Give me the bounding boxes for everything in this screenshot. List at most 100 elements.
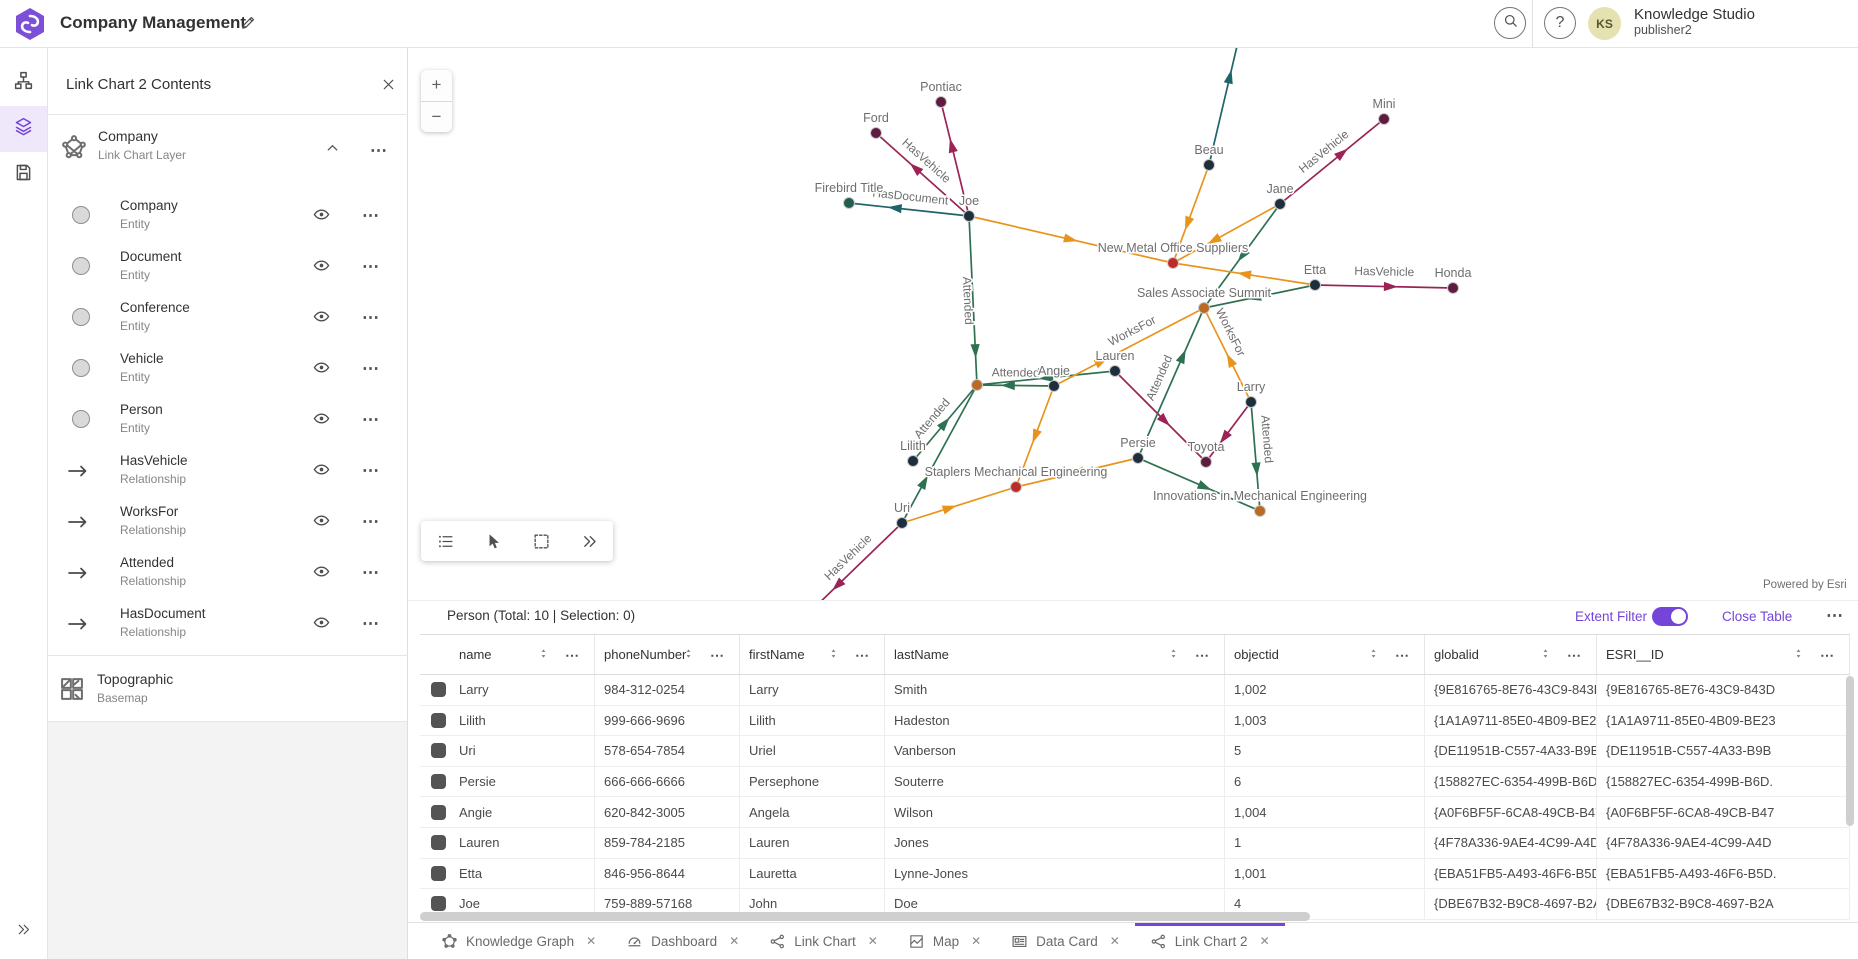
layer-item-conference[interactable]: Conference Entity ⋯ xyxy=(48,292,408,343)
graph-tool-chevrons-right-icon[interactable] xyxy=(572,524,606,558)
graph-node-toyota[interactable] xyxy=(1200,456,1212,468)
sort-icon[interactable] xyxy=(1539,647,1552,663)
item-menu-icon[interactable]: ⋯ xyxy=(362,614,380,633)
column-menu-icon[interactable]: ⋯ xyxy=(710,646,725,663)
rail-data-model-button[interactable] xyxy=(0,60,47,106)
layer-item-person[interactable]: Person Entity ⋯ xyxy=(48,394,408,445)
layer-item-hasdocument[interactable]: HasDocument Relationship ⋯ xyxy=(48,598,408,649)
column-header-name[interactable]: name ⋯ xyxy=(450,635,595,674)
visibility-eye-icon[interactable] xyxy=(312,256,331,280)
close-panel-icon[interactable] xyxy=(380,76,397,98)
row-checkbox[interactable] xyxy=(431,804,446,820)
extent-filter-toggle[interactable] xyxy=(1652,607,1688,626)
graph-node-persie[interactable] xyxy=(1132,452,1144,464)
visibility-eye-icon[interactable] xyxy=(312,358,331,382)
table-row-uri[interactable]: Uri 578-654-7854 Uriel Vanberson 5 {DE11951B-… xyxy=(420,736,1850,767)
table-row-joe[interactable]: Joe 759-889-57168 John Doe 4 {DBE67B32-B9C8-4… xyxy=(420,889,1850,920)
row-checkbox[interactable] xyxy=(431,896,446,912)
item-menu-icon[interactable]: ⋯ xyxy=(362,359,380,378)
graph-edge-WorksFor[interactable] xyxy=(1053,307,1205,387)
column-header-lastName[interactable]: lastName ⋯ xyxy=(885,635,1225,674)
graph-node-mini[interactable] xyxy=(1378,113,1390,125)
visibility-eye-icon[interactable] xyxy=(312,562,331,586)
graph-edge-HasVehicle[interactable] xyxy=(1205,401,1252,463)
graph-node-joe[interactable] xyxy=(963,210,975,222)
tab-link-chart-2[interactable]: Link Chart 2 ✕ xyxy=(1135,923,1285,959)
graph-edge-WorksFor[interactable] xyxy=(901,486,1017,524)
graph-edge-Attended[interactable] xyxy=(1250,401,1261,512)
table-row-lilith[interactable]: Lilith 999-666-9696 Lilith Hadeston 1,003 {1A… xyxy=(420,705,1850,737)
sort-icon[interactable] xyxy=(682,647,695,663)
table-row-larry[interactable]: Larry 984-312-0254 Larry Smith 1,002 {9E81676… xyxy=(420,675,1850,706)
graph-edge-Attended[interactable] xyxy=(1137,307,1205,459)
item-menu-icon[interactable]: ⋯ xyxy=(362,461,380,480)
table-row-persie[interactable]: Persie 666-666-6666 Persephone Souterre 6 {15… xyxy=(420,766,1850,798)
visibility-eye-icon[interactable] xyxy=(312,613,331,637)
graph-edge-HasDocument[interactable] xyxy=(848,202,970,217)
vertical-scrollbar[interactable] xyxy=(1846,676,1854,826)
graph-node-ford[interactable] xyxy=(870,127,882,139)
user-avatar[interactable]: KS xyxy=(1588,7,1621,40)
column-header-firstName[interactable]: firstName ⋯ xyxy=(740,635,885,674)
graph-node-larry[interactable] xyxy=(1245,396,1257,408)
graph-node-beau[interactable] xyxy=(1203,159,1215,171)
graph-node-sales-associate-summit[interactable] xyxy=(1198,302,1210,314)
tab-link-chart[interactable]: Link Chart ✕ xyxy=(754,923,893,959)
graph-tool-marquee-select-icon[interactable] xyxy=(524,524,558,558)
tab-data-card[interactable]: Data Card ✕ xyxy=(996,923,1135,959)
column-menu-icon[interactable]: ⋯ xyxy=(1395,646,1410,663)
table-row-angie[interactable]: Angie 620-842-3005 Angela Wilson 1,004 {A0F6B… xyxy=(420,797,1850,828)
table-menu-icon[interactable]: ⋯ xyxy=(1826,606,1844,625)
column-menu-icon[interactable]: ⋯ xyxy=(1820,646,1835,663)
column-header-ESRI__ID[interactable]: ESRI__ID ⋯ xyxy=(1597,635,1850,674)
tab-knowledge-graph[interactable]: Knowledge Graph ✕ xyxy=(426,923,611,959)
rail-contents-button[interactable] xyxy=(0,106,47,152)
zoom-out-button[interactable]: − xyxy=(421,102,452,133)
link-chart-canvas[interactable]: HasVehicle HasVehicle HasVehicle HasVehicle… xyxy=(408,41,1858,611)
graph-edge-Attended[interactable] xyxy=(901,384,978,524)
search-button[interactable] xyxy=(1494,7,1526,39)
layer-item-company[interactable]: Company Entity ⋯ xyxy=(48,190,408,241)
graph-tool-list-icon[interactable] xyxy=(428,524,462,558)
visibility-eye-icon[interactable] xyxy=(312,460,331,484)
visibility-eye-icon[interactable] xyxy=(312,511,331,535)
row-checkbox[interactable] xyxy=(431,835,446,851)
sort-icon[interactable] xyxy=(537,647,550,663)
graph-node-staplers-mechanical-engineering[interactable] xyxy=(1010,481,1022,493)
item-menu-icon[interactable]: ⋯ xyxy=(362,257,380,276)
graph-node-etta[interactable] xyxy=(1309,279,1321,291)
horizontal-scrollbar[interactable] xyxy=(420,912,1310,921)
graph-edge-HasVehicle[interactable] xyxy=(1279,118,1385,205)
graph-tool-pointer-icon[interactable] xyxy=(476,524,510,558)
graph-node-uri[interactable] xyxy=(896,517,908,529)
column-header-globalid[interactable]: globalid ⋯ xyxy=(1425,635,1597,674)
link-chart-graph[interactable]: HasVehicle HasVehicleHasVehicleHasVehicle… xyxy=(408,41,1858,611)
tab-dashboard[interactable]: Dashboard ✕ xyxy=(611,923,754,959)
row-checkbox[interactable] xyxy=(431,682,446,698)
close-tab-icon[interactable]: ✕ xyxy=(586,934,597,948)
item-menu-icon[interactable]: ⋯ xyxy=(362,563,380,582)
layer-menu-icon[interactable]: ⋯ xyxy=(370,141,388,160)
graph-node-lauren[interactable] xyxy=(1109,365,1121,377)
column-menu-icon[interactable]: ⋯ xyxy=(855,646,870,663)
graph-node-firebird-title[interactable] xyxy=(843,197,855,209)
zoom-in-button[interactable]: + xyxy=(421,70,452,101)
close-tab-icon[interactable]: ✕ xyxy=(1109,934,1120,948)
column-menu-icon[interactable]: ⋯ xyxy=(1195,646,1210,663)
item-menu-icon[interactable]: ⋯ xyxy=(362,308,380,327)
graph-edge-HasVehicle[interactable] xyxy=(811,522,903,611)
graph-edge-HasVehicle[interactable] xyxy=(940,101,970,217)
visibility-eye-icon[interactable] xyxy=(312,205,331,229)
rail-save-button[interactable] xyxy=(0,152,47,198)
row-checkbox[interactable] xyxy=(431,743,446,759)
column-header-phoneNumber[interactable]: phoneNumber ⋯ xyxy=(595,635,740,674)
column-menu-icon[interactable]: ⋯ xyxy=(1567,646,1582,663)
close-tab-icon[interactable]: ✕ xyxy=(867,934,878,948)
close-tab-icon[interactable]: ✕ xyxy=(971,934,982,948)
item-menu-icon[interactable]: ⋯ xyxy=(362,410,380,429)
close-table-button[interactable]: Close Table xyxy=(1722,609,1793,624)
layer-item-vehicle[interactable]: Vehicle Entity ⋯ xyxy=(48,343,408,394)
graph-node-innovations-in-mechanical-engineering[interactable] xyxy=(1254,505,1266,517)
sort-icon[interactable] xyxy=(1367,647,1380,663)
rail-collapse-button[interactable] xyxy=(0,912,47,952)
